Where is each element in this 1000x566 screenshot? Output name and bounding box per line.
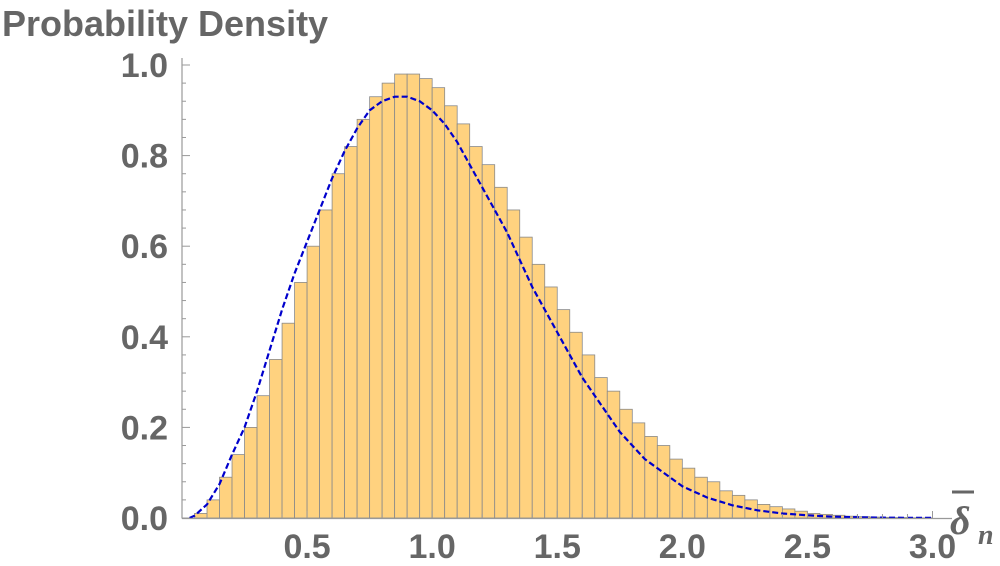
histogram-bar (556, 309, 571, 519)
histogram-bars (194, 73, 933, 519)
histogram-bar (469, 146, 483, 519)
histogram-bar (419, 78, 433, 519)
y-tick-label: 0.2 (121, 409, 168, 447)
x-tick-label: 1.5 (534, 528, 581, 566)
histogram-bar (194, 513, 208, 519)
histogram-bar (506, 209, 521, 519)
histogram-bar (656, 445, 671, 519)
histogram-bar (344, 146, 358, 519)
histogram-bar (631, 422, 646, 519)
y-axis-label: Probability Density (2, 3, 328, 44)
histogram-bar (294, 282, 308, 519)
histogram-bar (256, 395, 270, 519)
histogram-bar (269, 359, 283, 519)
histogram-bar (406, 73, 421, 519)
x-axis-label: δ n (950, 490, 994, 551)
histogram-bar (244, 426, 258, 519)
y-tick-label: 0.4 (121, 319, 168, 357)
histogram-bar (606, 390, 621, 519)
x-tick-label: 2.0 (659, 528, 706, 566)
histogram-bar (394, 73, 408, 519)
histogram-bar (481, 164, 496, 519)
histogram-bar (594, 377, 608, 519)
x-tick-label: 0.5 (283, 528, 330, 566)
y-tick-label: 0.0 (121, 500, 168, 538)
axis-ticks: 0.5 1.0 1.5 2.0 2.5 3.0 0.0 0.2 0.4 0.6 0.8 1.0 (121, 47, 956, 566)
x-tick-label: 3.0 (909, 528, 956, 566)
x-tick-label: 2.5 (784, 528, 831, 566)
histogram-bar (319, 209, 333, 519)
y-tick-label: 0.8 (121, 138, 168, 176)
y-tick-label: 0.6 (121, 228, 168, 266)
histogram-bar (669, 458, 683, 519)
histogram-bar (381, 82, 396, 519)
histogram-bar (456, 123, 471, 519)
histogram-bar (619, 408, 633, 519)
histogram-bar (444, 105, 458, 519)
density-curve (189, 95, 933, 520)
histogram-bar (231, 454, 245, 519)
histogram-bar (569, 331, 583, 519)
histogram-bar (219, 476, 233, 519)
y-tick-label: 1.0 (121, 47, 168, 85)
x-axis-label-subscript: n (978, 520, 994, 551)
histogram-bar (544, 286, 558, 519)
histogram-bar (681, 467, 696, 519)
histogram-bar (644, 436, 658, 519)
histogram-bar (531, 263, 546, 519)
histogram-bar (431, 87, 446, 519)
x-tick-label: 1.0 (409, 528, 456, 566)
histogram-bar (306, 245, 320, 519)
histogram-bar (206, 499, 220, 519)
histogram-bar (494, 186, 508, 519)
histogram-bar (356, 118, 371, 519)
histogram-bar (369, 96, 383, 519)
x-axis-label-symbol: δ (950, 498, 971, 543)
histogram-bar (281, 322, 295, 519)
histogram-bar (519, 236, 533, 519)
histogram-bar (331, 173, 346, 519)
